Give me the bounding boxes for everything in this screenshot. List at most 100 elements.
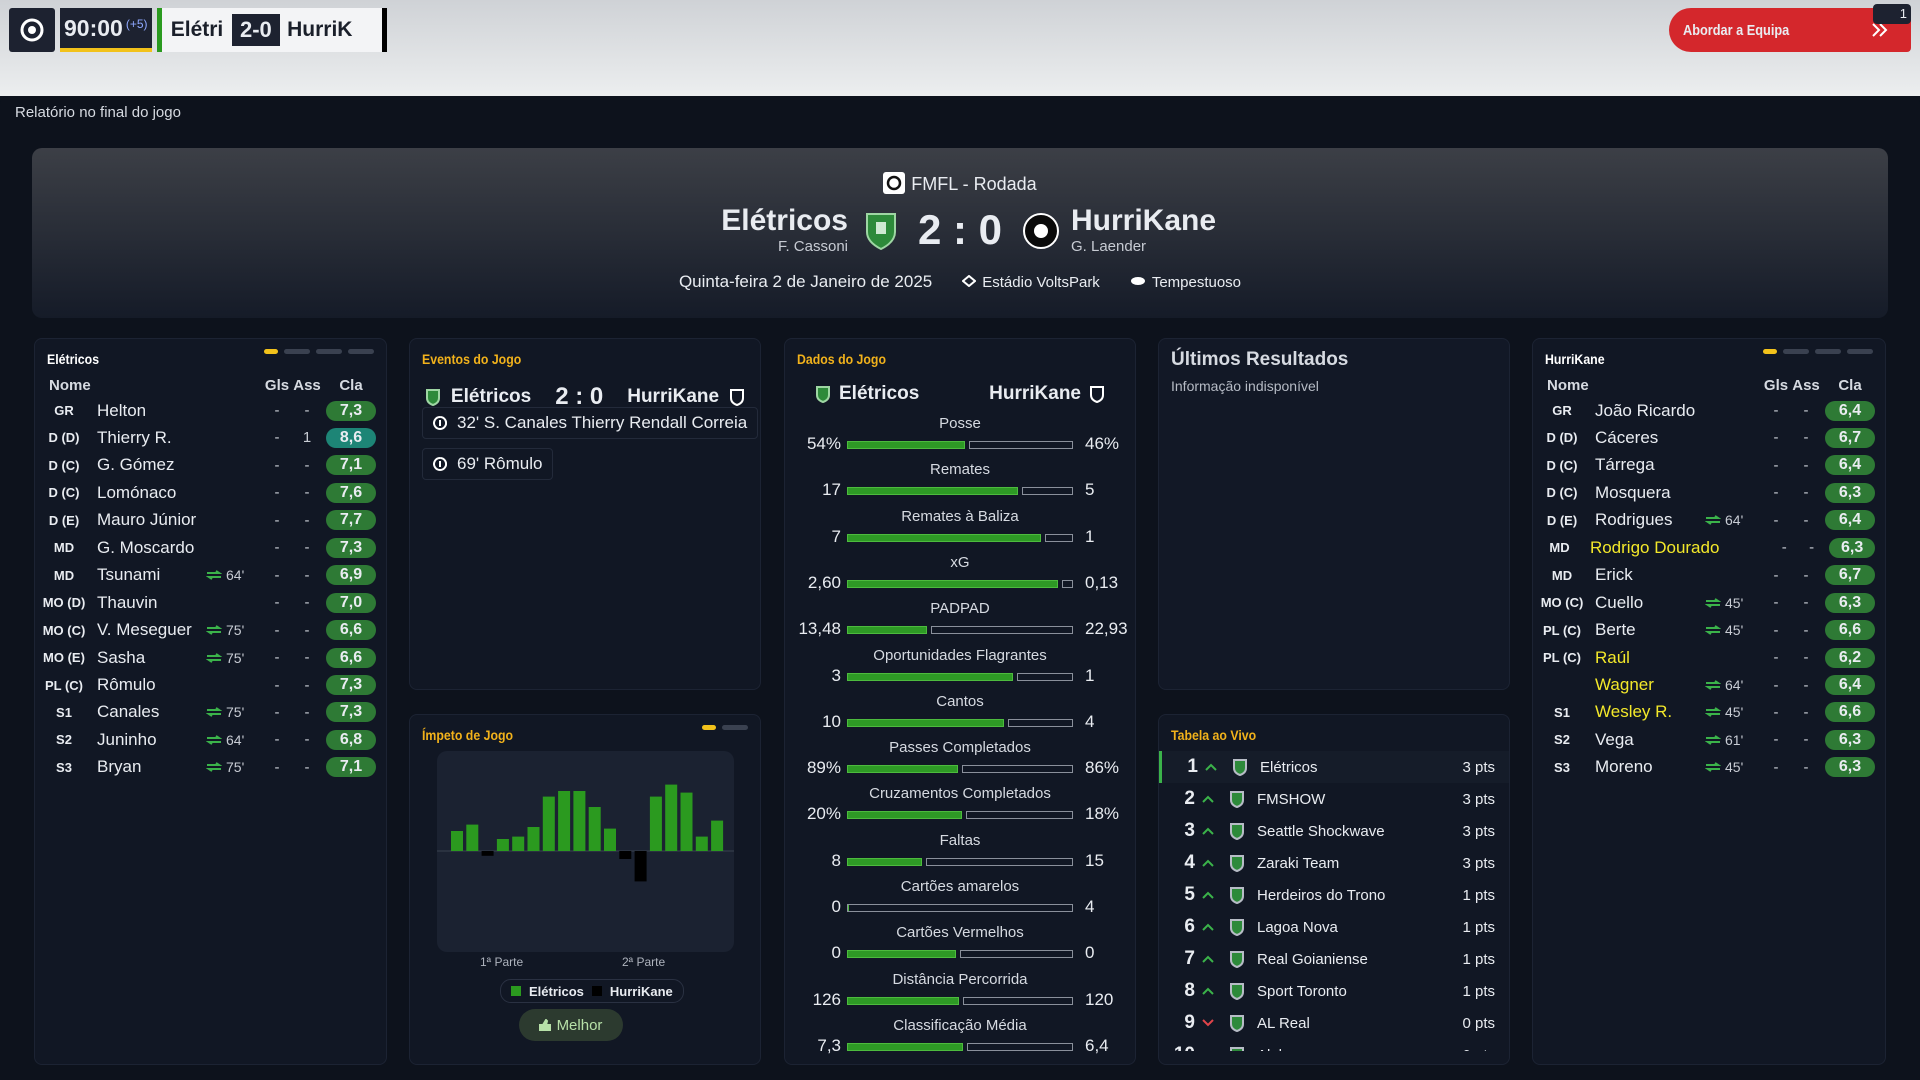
position: PL (C): [44, 677, 84, 693]
team-crest-shape: [1230, 951, 1244, 968]
menu-button[interactable]: [9, 8, 55, 52]
stat-bar-home: [847, 1042, 964, 1051]
player-name: Mauro Júnior: [97, 510, 197, 530]
sub-minute: 45': [1725, 622, 1744, 639]
stat-label: Remates à Baliza: [901, 507, 1019, 525]
position: D (E): [48, 512, 80, 528]
trend-icon: [1201, 1050, 1215, 1051]
rating: 6,3: [1825, 729, 1875, 750]
sub-icon-shape: [206, 625, 222, 635]
page-dot[interactable]: [1815, 349, 1841, 354]
stat-home: 10: [822, 711, 841, 731]
away-manager: G. Laender: [1071, 238, 1147, 255]
team-crest-shape: [1230, 855, 1244, 872]
trend-icon: [1202, 955, 1214, 963]
team-crest-shape: [1230, 983, 1244, 1000]
player-name: Raúl: [1595, 647, 1630, 667]
stat-away: 46%: [1085, 434, 1120, 453]
stat-away: 0,13: [1085, 572, 1119, 592]
position: D (C): [48, 457, 80, 473]
team-points: 1 pts: [1462, 982, 1495, 1000]
page-dot[interactable]: [316, 349, 342, 354]
home-crest: [866, 213, 896, 250]
assists: -: [1803, 676, 1809, 694]
legend-label: Elétricos: [529, 983, 584, 999]
player-row: GR João Ricardo - -6,4: [1533, 397, 1885, 424]
home-name: Elétricos: [450, 386, 532, 407]
team-name: Seattle Shockwave: [1257, 822, 1385, 840]
col-name: Nome: [49, 376, 91, 394]
substitution: 45': [1705, 622, 1761, 638]
rating: 8,6: [326, 427, 376, 448]
trend-icon: [1205, 763, 1217, 771]
stat-label: Faltas: [939, 831, 981, 849]
rating: 6,3: [1825, 482, 1875, 503]
page-dot[interactable]: [1763, 349, 1777, 354]
approach-team-button[interactable]: Abordar a Equipa: [1669, 8, 1911, 52]
stat-label: Cruzamentos Completados: [869, 785, 1051, 803]
table-row: 4 Zaraki Team 3 pts: [1159, 847, 1509, 879]
stat-bar-away: [1021, 487, 1073, 496]
page-dot[interactable]: [284, 349, 310, 354]
rating: 6,6: [326, 620, 376, 641]
stat-bar-away: [930, 626, 1073, 635]
home-short: Elétri: [170, 18, 224, 41]
rating: 7,6: [326, 482, 376, 503]
momentum-bar: [711, 820, 724, 851]
assists: -: [304, 456, 310, 474]
player-name: Tsunami: [97, 565, 161, 585]
assists: -: [1803, 402, 1809, 419]
away-short: HurriK: [287, 18, 353, 41]
team-crest-shape: [1230, 791, 1244, 808]
position: PL (C): [1542, 650, 1582, 666]
player-row: MO (C) Cuello 45' - -6,3: [1533, 589, 1885, 616]
stat-bar-away: [967, 1042, 1073, 1051]
team-crest: [1230, 1015, 1244, 1032]
goals: -: [274, 429, 280, 447]
assists: -: [304, 484, 310, 502]
event-icon: [433, 416, 447, 430]
stat-bar-away: [961, 765, 1073, 774]
team-crest: [1230, 887, 1244, 904]
better-button[interactable]: Melhor: [518, 1009, 623, 1041]
lineup-title: Elétricos: [47, 351, 100, 367]
stat-label: Cantos: [936, 692, 984, 710]
assists: -: [1803, 649, 1809, 667]
page-dot[interactable]: [1847, 349, 1873, 354]
trend-icon-shape: [1202, 987, 1214, 995]
page-dot[interactable]: [702, 725, 716, 730]
player-name: V. Meseguer: [97, 620, 192, 640]
assists: -: [1809, 539, 1815, 557]
away-team: HurriKane G. Laender: [1071, 204, 1216, 255]
clock: 90:00: [64, 14, 123, 41]
legend: Elétricos HurriKane: [500, 979, 684, 1003]
trend-icon-shape: [1202, 795, 1214, 803]
goals: -: [274, 566, 280, 584]
goals: -: [274, 621, 280, 639]
panel-title: Ímpeto de Jogo: [422, 727, 514, 743]
sub-icon-shape: [1705, 735, 1721, 745]
page-dot[interactable]: [348, 349, 374, 354]
position: D (C): [48, 485, 80, 501]
team-crest-shape: [1230, 823, 1244, 840]
momentum-bar: [481, 851, 494, 856]
page-dot[interactable]: [722, 725, 748, 730]
table-row: 2 FMSHOW 3 pts: [1159, 783, 1509, 815]
added-time: (+5): [125, 17, 148, 31]
sub-icon: [1705, 707, 1721, 718]
player-row: Wagner 64' - -6,4: [1533, 672, 1885, 699]
away-crest: [1023, 213, 1059, 249]
team-name: Real Goianiense: [1257, 950, 1368, 968]
assists: -: [1803, 511, 1809, 529]
page-dot[interactable]: [264, 349, 278, 354]
assists: -: [1803, 731, 1809, 749]
momentum-bar: [665, 784, 678, 851]
stat-away: 1: [1085, 526, 1095, 546]
momentum-bar: [466, 824, 479, 851]
sub-icon: [1705, 625, 1721, 635]
assists: -: [304, 676, 310, 694]
momentum-bar: [604, 828, 616, 851]
page-dot[interactable]: [1783, 349, 1809, 354]
player-name: Cáceres: [1595, 427, 1659, 447]
table-row: 6 Lagoa Nova 1 pts: [1159, 911, 1509, 943]
